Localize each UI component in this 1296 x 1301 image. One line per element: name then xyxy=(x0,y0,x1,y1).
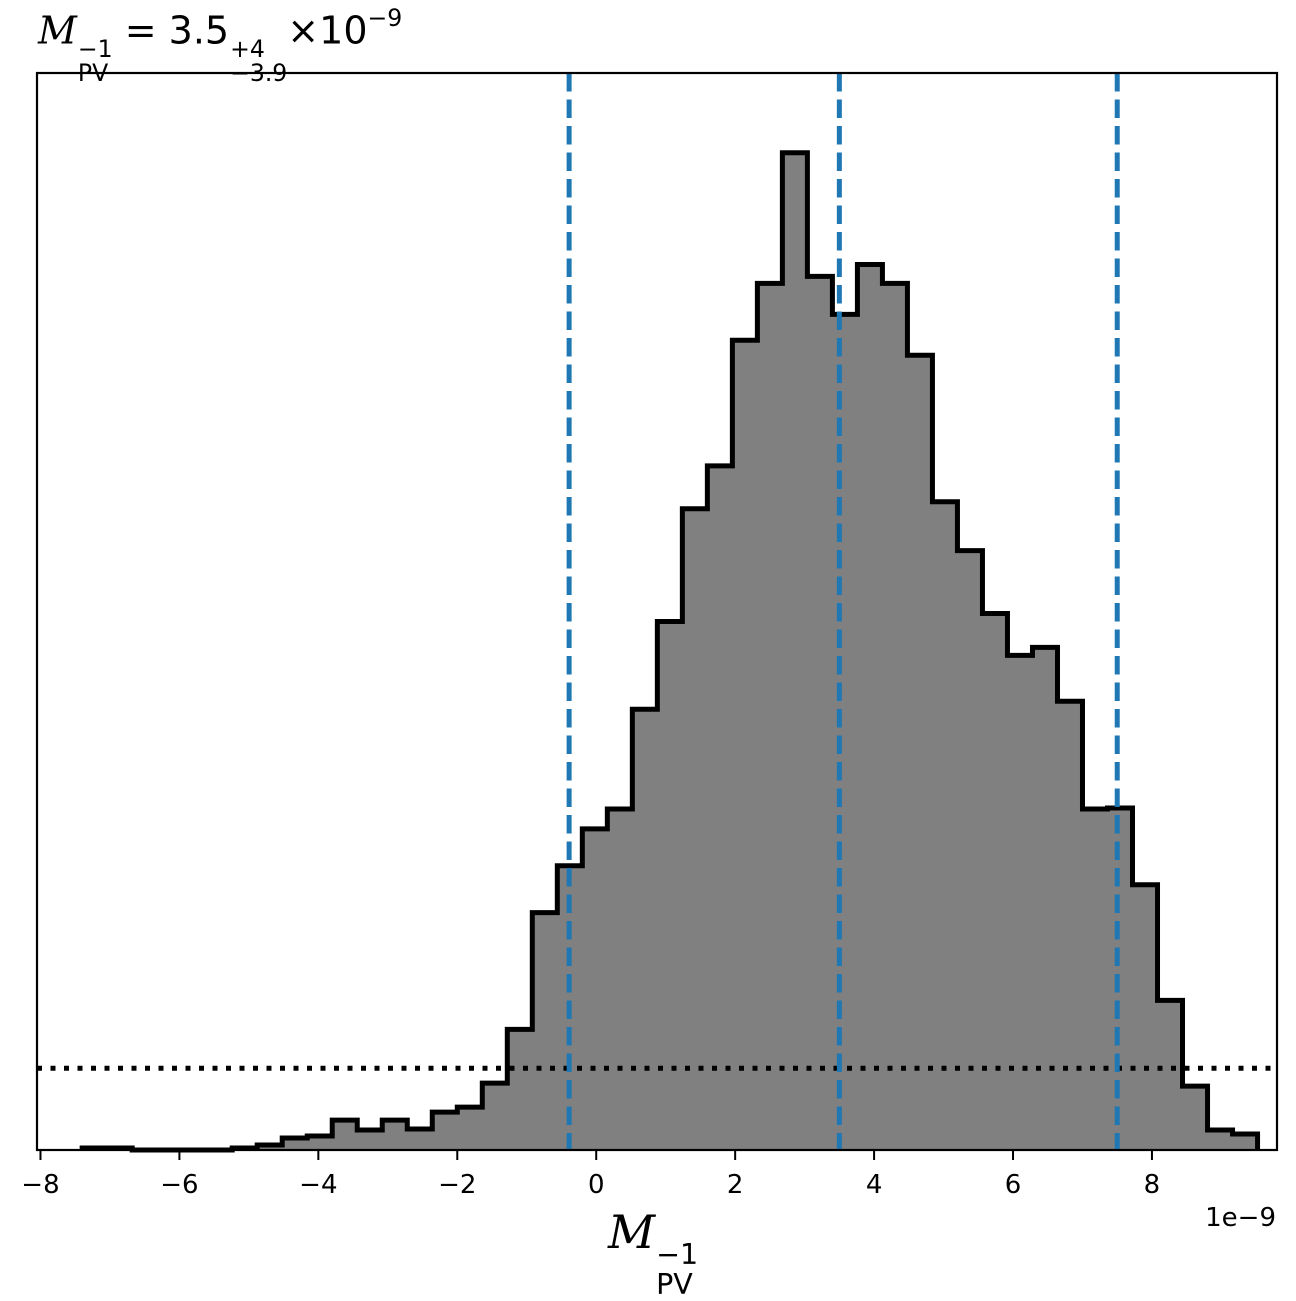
histogram-bar xyxy=(432,1112,458,1150)
histogram-bar xyxy=(1157,1000,1184,1150)
title-upper-error: +4 xyxy=(230,34,265,63)
histogram-bar xyxy=(632,709,658,1150)
histogram-bar xyxy=(1182,1086,1209,1150)
x-axis-symbol-scripts: −1 PV xyxy=(656,1237,699,1301)
histogram-bar xyxy=(1107,807,1134,1150)
histogram-outline xyxy=(79,150,1261,1153)
x-axis-symbol-sup: −1 xyxy=(656,1237,699,1271)
histogram-bar xyxy=(457,1107,483,1150)
histogram-bar xyxy=(1132,884,1159,1150)
x-tick-label: 6 xyxy=(1005,1170,1022,1200)
histogram-bar xyxy=(932,501,958,1150)
x-tick-label: 0 xyxy=(588,1170,605,1200)
histogram-bar xyxy=(482,1083,508,1150)
histogram-bar xyxy=(307,1136,333,1150)
x-tick-label: −2 xyxy=(438,1170,476,1200)
title-symbol: M xyxy=(38,8,77,53)
histogram-bar xyxy=(507,1029,533,1150)
histogram-bar xyxy=(332,1120,358,1150)
x-axis-symbol: M xyxy=(608,1205,656,1259)
histogram-bar xyxy=(1232,1134,1259,1150)
x-axis-offset-label: 1e−9 xyxy=(1205,1203,1276,1233)
histogram-bar xyxy=(982,613,1008,1150)
histogram-bar xyxy=(857,264,883,1150)
title-times: × xyxy=(287,8,320,53)
histogram-bar xyxy=(1082,808,1108,1150)
histogram-bar xyxy=(1032,647,1058,1150)
title-symbol-sup: −1 xyxy=(77,34,113,63)
histogram-bar xyxy=(807,276,833,1150)
title-scale-base: 10 xyxy=(319,8,368,53)
x-tick-label: −6 xyxy=(160,1170,198,1200)
histogram-bar xyxy=(657,621,683,1150)
histogram-bar xyxy=(957,550,983,1150)
histogram-bar xyxy=(1057,701,1083,1150)
x-tick-label: −4 xyxy=(299,1170,337,1200)
histogram-bar xyxy=(607,808,633,1150)
histogram-bar xyxy=(532,912,558,1150)
histogram-bar xyxy=(582,828,608,1150)
histogram-bar xyxy=(357,1130,383,1150)
chart-title: M −1 PV = 3.5 +4 −3.9 ×10−9 xyxy=(38,4,402,86)
title-scale-exponent: −9 xyxy=(367,4,403,32)
histogram-bar xyxy=(832,314,858,1151)
x-axis-label: M −1 PV xyxy=(608,1205,698,1300)
x-tick-label: 2 xyxy=(727,1170,744,1200)
title-median: 3.5 xyxy=(168,8,230,53)
histogram-bar xyxy=(1207,1130,1234,1150)
histogram-bar xyxy=(732,340,758,1150)
histogram-bar xyxy=(782,152,808,1150)
histogram-bar xyxy=(1007,655,1033,1150)
histogram-bar xyxy=(282,1138,308,1150)
x-tick-label: 8 xyxy=(1144,1170,1161,1200)
histogram-bar xyxy=(907,355,933,1151)
title-equals: = xyxy=(124,8,157,53)
histogram-bar xyxy=(382,1120,408,1150)
plot-frame xyxy=(35,71,1279,1152)
x-axis-symbol-sub: PV xyxy=(656,1267,693,1301)
histogram-bar xyxy=(682,508,708,1150)
x-tick-label: 4 xyxy=(866,1170,883,1200)
histogram-bar xyxy=(407,1129,433,1150)
x-tick-label: −8 xyxy=(21,1170,59,1200)
histogram-bar xyxy=(707,465,733,1151)
histogram-bar xyxy=(757,283,783,1150)
histogram-bar xyxy=(882,283,908,1150)
